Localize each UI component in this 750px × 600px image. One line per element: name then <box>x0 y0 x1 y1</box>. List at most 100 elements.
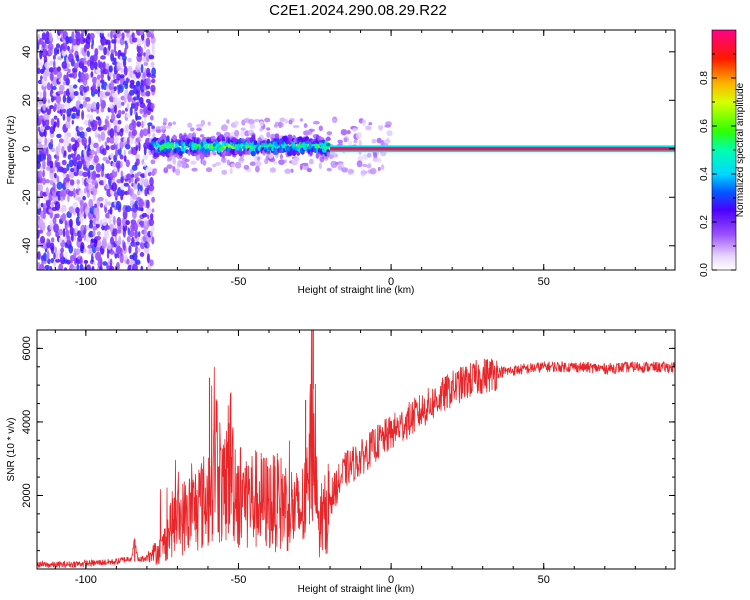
spectrogram-cell <box>77 95 82 102</box>
x-tick-label: 50 <box>538 574 550 586</box>
spectrogram-cell <box>84 131 88 137</box>
spectrogram-cell <box>37 126 41 132</box>
spectrogram-cell <box>106 173 110 180</box>
spectrogram-cell <box>105 212 111 219</box>
spectrogram-cell <box>81 177 85 186</box>
spectrogram-cell <box>37 191 40 196</box>
spectrogram-cell <box>205 167 213 173</box>
spectrogram-cell <box>43 128 47 138</box>
spectrogram-cell <box>190 127 195 132</box>
spectrogram-cell <box>96 101 100 110</box>
spectrogram-cell <box>221 136 226 142</box>
spectrogram-cell <box>139 30 144 36</box>
spectrogram-cell <box>119 140 124 149</box>
spectrogram-cell <box>45 117 50 127</box>
spectrogram-cell <box>143 178 149 187</box>
spectrogram-cell <box>121 110 125 115</box>
spectrogram-cell <box>253 118 261 123</box>
spectrogram-cell <box>140 177 145 186</box>
spectrogram-cell <box>280 122 284 128</box>
spectrogram-cell <box>43 30 47 33</box>
spectrogram-cell <box>52 85 57 91</box>
spectrogram-cell <box>95 211 100 221</box>
spectrogram-cell <box>133 120 137 129</box>
spectrogram-cell <box>120 247 123 257</box>
spectrogram-cell <box>109 206 113 215</box>
spectrogram-cell <box>125 159 130 168</box>
y-tick-label: 2000 <box>21 483 33 507</box>
spectrogram-cell <box>136 37 142 47</box>
spectrogram-cell <box>116 125 121 133</box>
spectrogram-cell <box>71 120 75 125</box>
spectrogram-cell <box>326 167 332 172</box>
spectrogram-cell <box>138 231 141 238</box>
spectrogram-cell <box>88 136 92 146</box>
spectrogram-cell <box>384 124 391 128</box>
spectrogram-cell <box>120 174 124 184</box>
spectrogram-cell <box>123 154 127 163</box>
spectrogram-cell <box>358 139 362 147</box>
spectrogram-cell <box>150 30 155 35</box>
spectrogram-cell <box>55 153 60 162</box>
spectrogram-cell <box>115 149 118 158</box>
spectrogram-cell <box>92 170 97 181</box>
y-tick-label: 6000 <box>21 336 33 360</box>
spectrogram-cell <box>54 103 57 111</box>
spectrogram-cell <box>143 61 149 66</box>
spectrogram-cell <box>42 169 45 178</box>
spectrogram-cell <box>37 202 41 209</box>
spectrogram-cell <box>332 118 338 123</box>
spectrogram-cell <box>318 162 322 169</box>
spectrogram-cell <box>140 63 144 74</box>
spectrogram-cell <box>290 168 294 173</box>
spectrogram-cell <box>66 63 71 68</box>
spectrogram-cell <box>128 230 135 238</box>
spectrogram-cell <box>109 223 114 233</box>
spectrogram-cell <box>125 113 132 118</box>
spectrogram-cell <box>125 30 131 34</box>
spectrogram-cell <box>368 122 373 126</box>
spectrogram-cell <box>67 193 70 203</box>
spectrogram-cell <box>88 230 94 238</box>
spectrogram-cell <box>144 219 148 227</box>
spectrogram-cell <box>162 117 168 123</box>
spectrogram-cell <box>44 125 51 130</box>
spectrogram-cell <box>358 151 362 155</box>
spectrogram-cell <box>108 70 114 78</box>
spectrogram-cell <box>259 120 264 127</box>
spectrogram-cell <box>42 177 46 185</box>
spectrogram-cell <box>49 265 53 270</box>
spectrogram-cell <box>264 117 271 123</box>
spectrogram-cell <box>100 55 106 60</box>
spectrogram-cell <box>95 220 101 225</box>
spectrogram-cell <box>155 128 162 134</box>
spectrogram-cell <box>150 213 154 221</box>
spectrogram-cell <box>253 140 258 146</box>
spectrogram-cell <box>37 161 41 170</box>
spectrogram-cell <box>168 122 172 127</box>
spectrogram-cell <box>112 30 117 36</box>
spectrogram-cell <box>113 166 118 172</box>
spectrogram-cell <box>150 32 154 39</box>
x-axis-label: Height of straight line (km) <box>298 584 415 595</box>
spectrogram-cell <box>58 228 64 236</box>
spectrogram-cell <box>53 115 58 120</box>
spectrogram-cell <box>313 120 320 125</box>
spectrogram-cell <box>37 67 41 75</box>
spectrogram-cell <box>91 140 95 150</box>
spectrogram-cell <box>143 91 146 97</box>
spectrogram-cell <box>53 260 57 268</box>
spectrogram-cell <box>103 46 108 56</box>
spectrogram-cell <box>323 156 329 161</box>
spectrogram-cell <box>150 128 156 133</box>
spectrogram-cell <box>58 30 64 34</box>
spectrogram-cell <box>135 154 141 159</box>
spectrogram-cell <box>68 169 75 179</box>
spectrogram-cell <box>69 218 73 228</box>
spectrogram-cell <box>37 33 41 41</box>
spectrogram-cell <box>136 101 140 107</box>
spectrogram-cell <box>44 114 50 120</box>
spectrogram-cell <box>80 242 85 252</box>
spectrogram-cell <box>41 48 48 58</box>
spectrogram-cell <box>160 125 167 130</box>
